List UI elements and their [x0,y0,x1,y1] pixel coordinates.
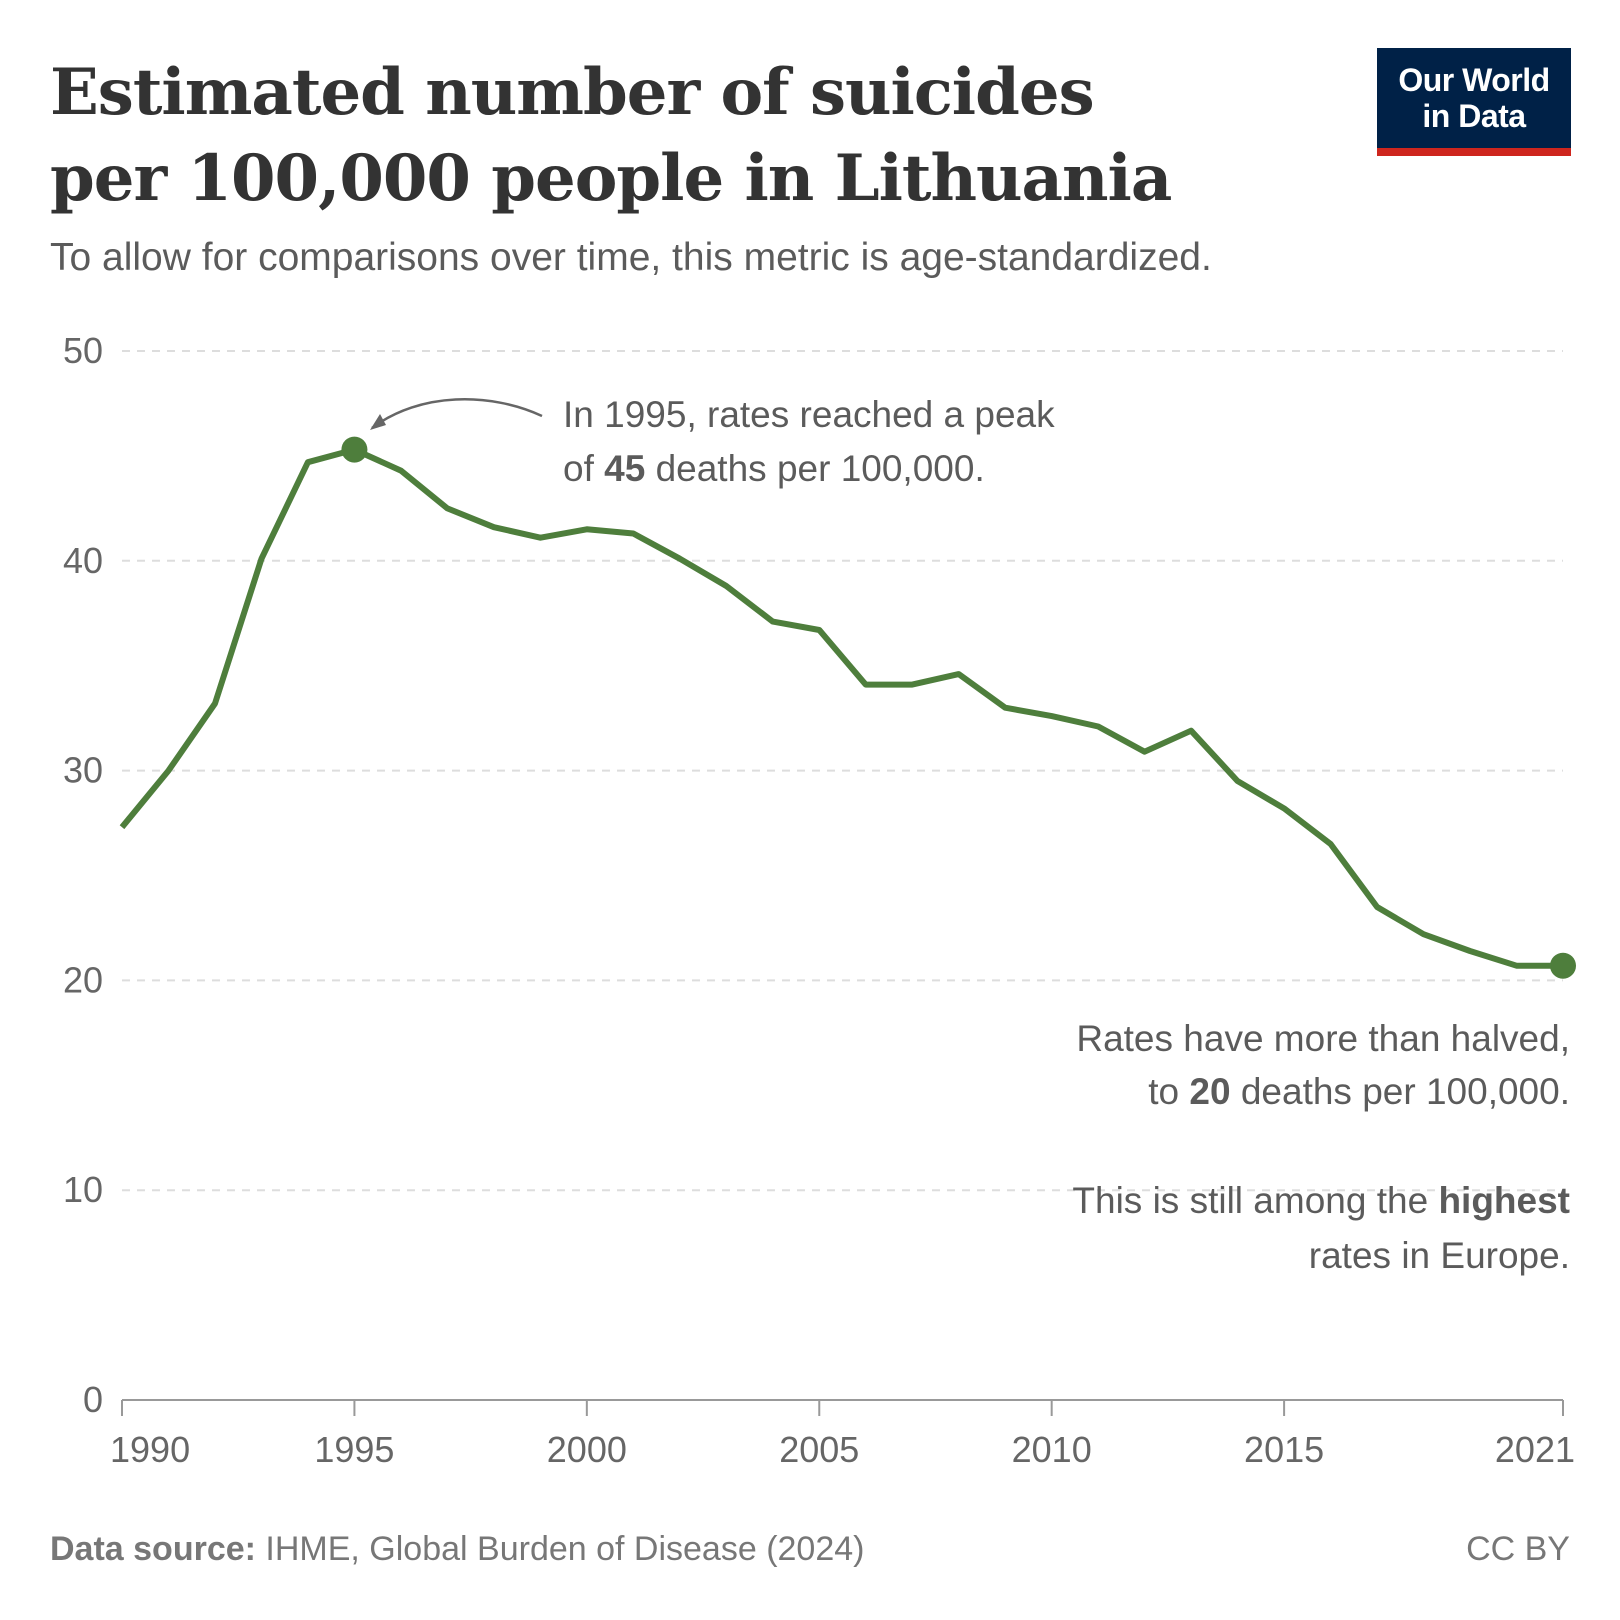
owid-logo[interactable]: Our World in Data [1377,48,1571,156]
y-tick-label: 30 [63,750,103,791]
logo-line-1: Our World [1398,62,1550,98]
data-source: Data source: IHME, Global Burden of Dise… [50,1530,864,1569]
x-tick-label: 1995 [314,1429,394,1470]
chart-subtitle: To allow for comparisons over time, this… [50,236,1212,279]
peak-annotation-line-2: of 45 deaths per 100,000. [563,448,985,489]
x-tick-label: 2005 [779,1429,859,1470]
data-point-1995 [341,436,368,463]
end-annotation-line-3: This is still among the highest [1072,1180,1570,1221]
x-tick-label: 2010 [1012,1429,1092,1470]
license[interactable]: CC BY [1466,1530,1570,1568]
y-tick-label: 10 [63,1169,103,1210]
arrow-head-icon [370,414,386,430]
y-tick-label: 50 [63,330,103,371]
y-tick-label: 20 [63,959,103,1000]
x-tick-label: 2000 [547,1429,627,1470]
logo-line-2: in Data [1422,98,1526,134]
source-label: Data source: [50,1530,256,1568]
end-annotation-line-2: to 20 deaths per 100,000. [1148,1071,1570,1112]
y-tick-label: 0 [83,1379,103,1420]
x-tick-label: 2021 [1495,1429,1575,1470]
end-annotation-line-1: Rates have more than halved, [1076,1018,1570,1059]
x-tick-label: 2015 [1244,1429,1324,1470]
peak-annotation-line-1: In 1995, rates reached a peak [563,394,1055,435]
y-tick-label: 40 [63,540,103,581]
source-text: IHME, Global Burden of Disease (2024) [255,1530,865,1568]
end-annotation-line-4: rates in Europe. [1309,1235,1570,1276]
x-tick-label: 1990 [110,1429,190,1470]
data-point-2021 [1550,952,1576,979]
peak-arrow [371,398,543,430]
title-line-2: per 100,000 people in Lithuania [50,141,1172,216]
chart-title: Estimated number of suicides per 100,000 … [50,50,1172,222]
series-line [119,446,1563,969]
title-line-1: Estimated number of suicides [50,55,1095,130]
